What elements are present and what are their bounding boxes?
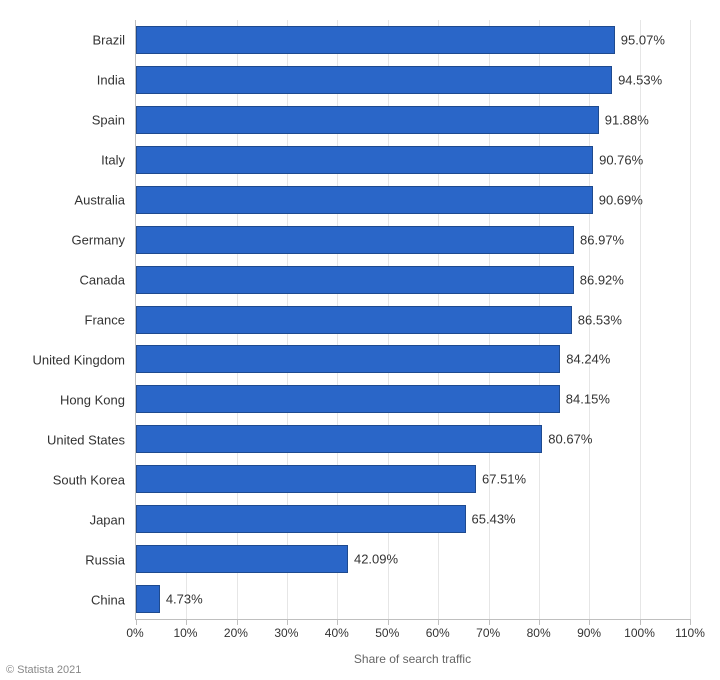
bar-value-label: 90.69% — [599, 192, 643, 207]
bar-value-label: 91.88% — [605, 112, 649, 127]
bar — [136, 505, 466, 533]
bar — [136, 306, 572, 334]
bar — [136, 186, 593, 214]
bar-value-label: 80.67% — [548, 432, 592, 447]
bar — [136, 226, 574, 254]
x-tick-label: 30% — [274, 626, 298, 640]
x-tick — [186, 619, 187, 625]
x-tick — [640, 619, 641, 625]
bar-value-label: 84.24% — [566, 352, 610, 367]
x-tick — [388, 619, 389, 625]
bar — [136, 585, 160, 613]
x-tick-label: 20% — [224, 626, 248, 640]
bar-value-label: 94.53% — [618, 72, 662, 87]
y-axis-label: Italy — [101, 153, 125, 168]
x-tick — [589, 619, 590, 625]
bar-value-label: 42.09% — [354, 552, 398, 567]
y-axis-label: India — [97, 73, 125, 88]
attribution-text: © Statista 2021 — [6, 664, 81, 676]
x-tick-label: 70% — [476, 626, 500, 640]
bar-value-label: 86.53% — [578, 312, 622, 327]
chart-container: Brazil India Spain Italy Australia Germany Can… — [0, 0, 720, 680]
y-axis-label: Russia — [85, 553, 125, 568]
y-axis-label: Japan — [90, 513, 125, 528]
bar — [136, 106, 599, 134]
x-tick-label: 80% — [527, 626, 551, 640]
x-tick — [489, 619, 490, 625]
y-axis-label: Germany — [72, 233, 125, 248]
bar — [136, 425, 542, 453]
x-tick-label: 100% — [624, 626, 655, 640]
x-axis-tick-labels: 0%10%20%30%40%50%60%70%80%90%100%110% — [135, 626, 690, 642]
bar — [136, 146, 593, 174]
x-tick — [287, 619, 288, 625]
y-axis-label: United Kingdom — [33, 353, 126, 368]
x-axis-title: Share of search traffic — [135, 652, 690, 666]
y-axis-label: South Korea — [53, 473, 125, 488]
y-axis-label: Spain — [92, 113, 125, 128]
bar-value-label: 67.51% — [482, 472, 526, 487]
x-tick-label: 0% — [126, 626, 143, 640]
y-axis-label: Canada — [79, 273, 125, 288]
x-tick-label: 50% — [375, 626, 399, 640]
bar-value-label: 84.15% — [566, 392, 610, 407]
gridline — [690, 20, 691, 619]
plot-area: 95.07% 94.53% 91.88% 90.76% 90.69% 86.97% 86.9… — [135, 20, 690, 620]
bar-value-label: 65.43% — [472, 512, 516, 527]
bar — [136, 465, 476, 493]
x-tick-label: 10% — [173, 626, 197, 640]
x-tick — [237, 619, 238, 625]
bar — [136, 66, 612, 94]
y-axis-label: China — [91, 593, 125, 608]
bar-value-label: 86.92% — [580, 272, 624, 287]
y-axis-labels: Brazil India Spain Italy Australia Germany Can… — [0, 20, 130, 620]
bar — [136, 545, 348, 573]
bar-value-label: 95.07% — [621, 32, 665, 47]
bar — [136, 385, 560, 413]
bar — [136, 26, 615, 54]
gridline — [640, 20, 641, 619]
y-axis-label: Brazil — [92, 33, 125, 48]
y-axis-label: France — [85, 313, 125, 328]
x-tick — [438, 619, 439, 625]
bar-value-label: 4.73% — [166, 592, 203, 607]
x-tick-label: 40% — [325, 626, 349, 640]
x-tick — [690, 619, 691, 625]
x-tick — [136, 619, 137, 625]
bar — [136, 345, 560, 373]
y-axis-label: Hong Kong — [60, 393, 125, 408]
x-tick-label: 60% — [426, 626, 450, 640]
bar-value-label: 86.97% — [580, 232, 624, 247]
bar — [136, 266, 574, 294]
y-axis-label: United States — [47, 433, 125, 448]
y-axis-label: Australia — [74, 193, 125, 208]
x-tick — [539, 619, 540, 625]
x-tick — [337, 619, 338, 625]
bar-value-label: 90.76% — [599, 152, 643, 167]
x-tick-label: 110% — [675, 626, 705, 640]
x-tick-label: 90% — [577, 626, 601, 640]
